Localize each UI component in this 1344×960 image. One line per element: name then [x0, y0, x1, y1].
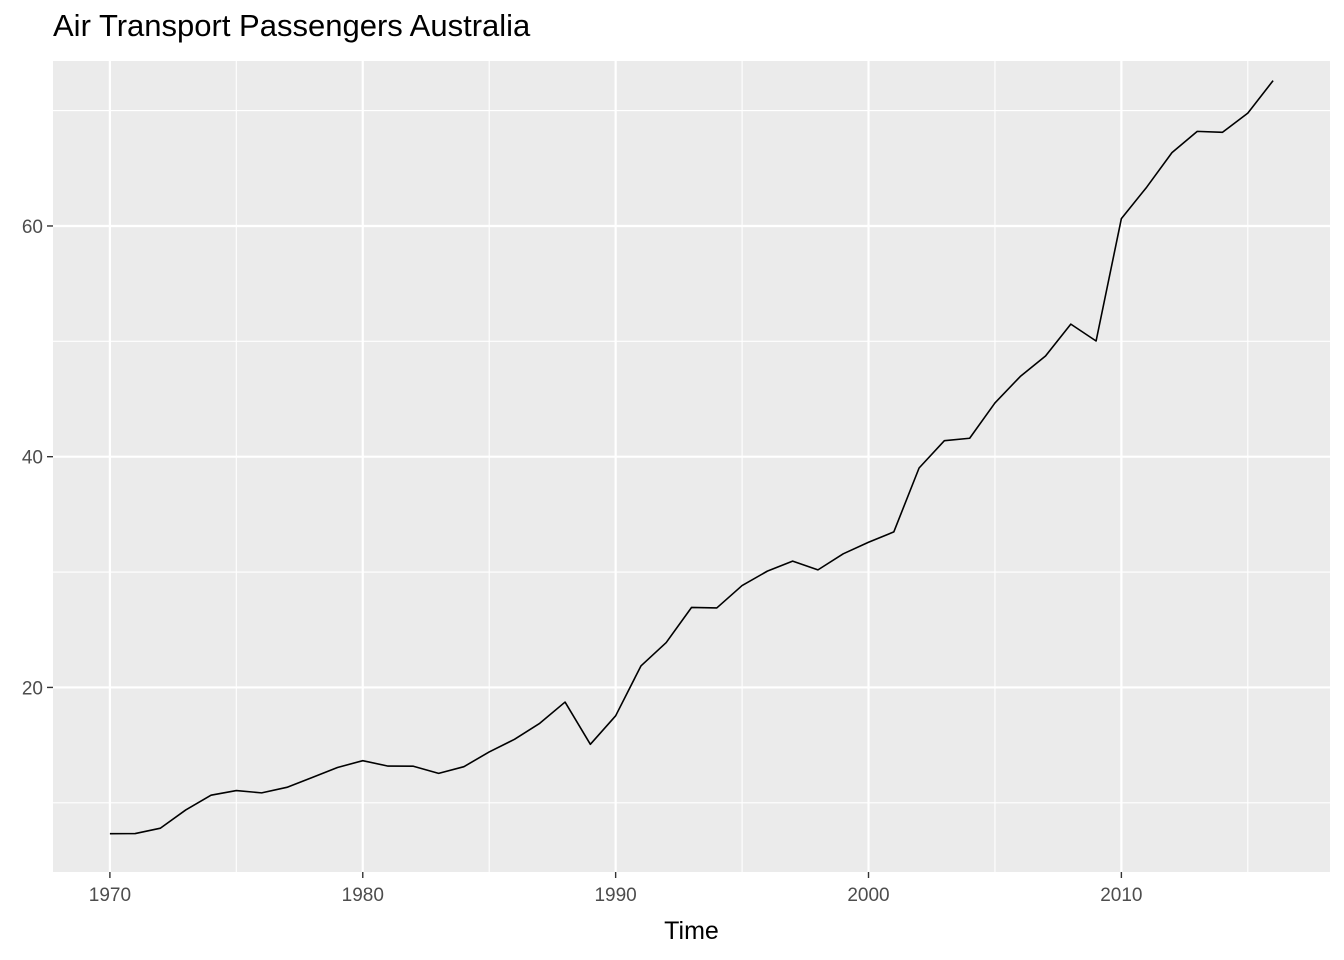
y-tick-label: 60	[22, 217, 43, 238]
axis-labels: 1970 1980 1990 2000 2010 20 40 60	[22, 217, 1143, 906]
x-tick-label: 2000	[847, 885, 889, 906]
x-axis-title: Time	[664, 917, 719, 945]
y-tick-label: 40	[22, 448, 43, 469]
plot-panel	[53, 61, 1330, 872]
chart-title: Air Transport Passengers Australia	[53, 8, 531, 43]
x-tick-label: 1990	[594, 885, 636, 906]
y-tick-label: 20	[22, 678, 43, 699]
series-line	[109, 80, 1274, 835]
x-tick-label: 1970	[89, 885, 131, 906]
axis-ticks	[47, 225, 1123, 878]
grid-minor	[53, 61, 1330, 872]
x-tick-label: 1980	[342, 885, 384, 906]
grid-major	[53, 61, 1330, 872]
series-layer	[109, 80, 1274, 835]
x-tick-label: 2010	[1100, 885, 1142, 906]
